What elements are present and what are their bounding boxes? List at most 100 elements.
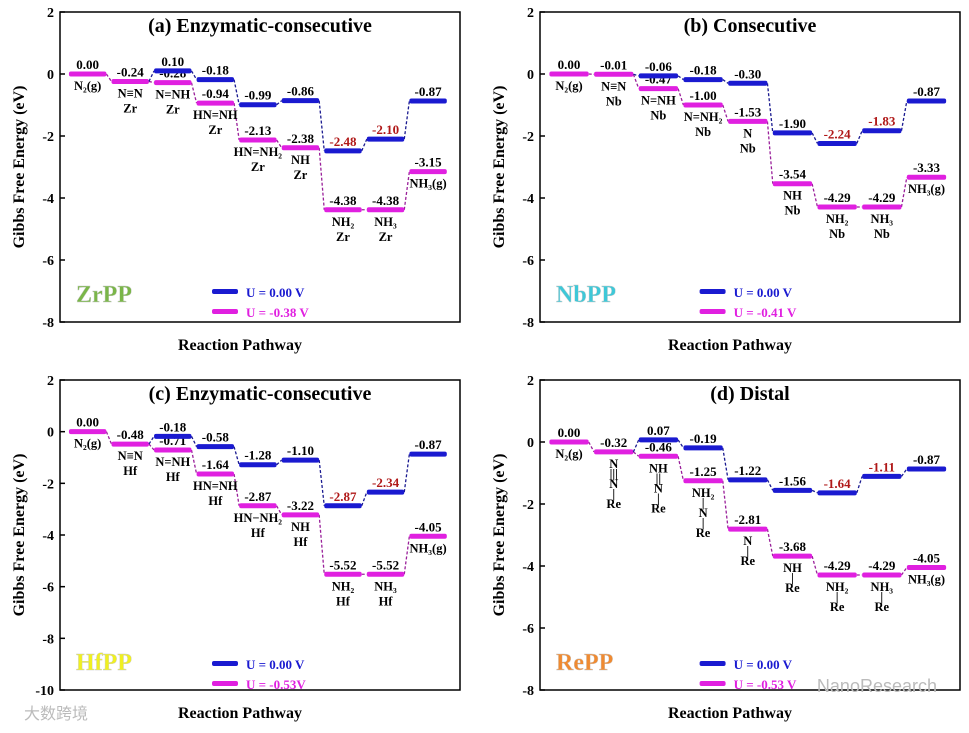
- connector-line: [812, 133, 817, 144]
- energy-level-bar: [817, 490, 856, 495]
- energy-value-label: -2.81: [734, 512, 761, 527]
- intermediate-species-label: Nb: [874, 227, 890, 241]
- energy-level-bar: [197, 101, 234, 106]
- energy-level-bar: [69, 72, 106, 77]
- y-tick-label: 0: [47, 68, 54, 83]
- energy-value-label: 0.00: [558, 57, 581, 72]
- energy-level-bar: [862, 572, 901, 577]
- energy-level-bar: [683, 77, 722, 82]
- energy-value-label: -5.52: [329, 557, 356, 572]
- energy-value-label: -1.56: [779, 473, 807, 488]
- energy-level-bar: [728, 81, 767, 86]
- intermediate-species-label: NH₃: [374, 215, 397, 229]
- energy-value-label: 0.10: [161, 54, 184, 69]
- connector-line: [319, 515, 324, 574]
- connector-line: [191, 450, 196, 474]
- legend-swatch: [700, 661, 726, 666]
- energy-value-label: -0.01: [600, 57, 627, 72]
- intermediate-species-label: N₂(g): [74, 79, 101, 93]
- energy-level-bar: [367, 572, 404, 577]
- connector-line: [812, 184, 817, 207]
- energy-level-bar: [282, 458, 319, 463]
- energy-value-label: -3.15: [415, 155, 443, 170]
- intermediate-species-label: NH₃(g): [908, 573, 945, 587]
- y-tick-label: 2: [47, 6, 54, 21]
- connector-line: [678, 89, 683, 105]
- energy-level-bar: [239, 462, 276, 467]
- energy-value-label: 0.07: [647, 423, 670, 438]
- intermediate-species-label: Zr: [251, 160, 265, 174]
- connector-line: [106, 432, 111, 444]
- intermediate-species-label: Hf: [336, 594, 351, 608]
- energy-level-bar: [683, 445, 722, 450]
- energy-value-label: -0.06: [645, 59, 673, 74]
- intermediate-species-label: Re: [830, 600, 845, 614]
- energy-level-bar: [594, 449, 633, 454]
- y-tick-label: -4: [42, 529, 54, 544]
- energy-value-label: -5.52: [372, 557, 399, 572]
- energy-value-label: -0.87: [913, 84, 941, 99]
- energy-level-bar: [409, 98, 446, 103]
- intermediate-species-label: N=NH: [155, 88, 190, 102]
- intermediate-species-label: Zr: [379, 230, 393, 244]
- intermediate-species-label: Re: [606, 497, 621, 511]
- intermediate-species-label: Zr: [336, 230, 350, 244]
- legend-swatch: [212, 289, 238, 294]
- energy-level-bar: [773, 130, 812, 135]
- legend-swatch: [212, 681, 238, 686]
- y-tick-label: 0: [527, 436, 534, 451]
- y-tick-label: -8: [42, 632, 54, 647]
- energy-level-bar: [282, 512, 319, 517]
- intermediate-species-label: NH: [783, 189, 802, 203]
- y-tick-label: 0: [527, 68, 534, 83]
- y-tick-label: -8: [522, 316, 534, 331]
- energy-value-label: -0.48: [117, 427, 145, 442]
- energy-value-label: -2.34: [372, 475, 400, 490]
- energy-value-label: -2.87: [244, 489, 272, 504]
- y-tick-label: -4: [42, 192, 54, 207]
- energy-value-label: -0.94: [202, 86, 230, 101]
- energy-value-label: -0.18: [690, 63, 718, 78]
- energy-value-label: -4.29: [868, 558, 896, 573]
- energy-value-label: -3.33: [913, 160, 941, 175]
- energy-level-bar: [639, 437, 678, 442]
- connector-line: [277, 101, 282, 105]
- intermediate-species-label: NH₃(g): [410, 541, 447, 555]
- intermediate-species-label: Re: [875, 600, 890, 614]
- energy-value-label: -0.32: [600, 435, 627, 450]
- connector-line: [767, 529, 772, 556]
- energy-level-bar: [907, 175, 946, 180]
- connector-line: [319, 460, 324, 506]
- legend-label: U = -0.41 V: [734, 305, 797, 320]
- energy-level-bar: [324, 572, 361, 577]
- energy-value-label: -0.86: [287, 84, 315, 99]
- connector-line: [319, 101, 324, 151]
- y-tick-label: -4: [522, 192, 534, 207]
- legend-swatch: [700, 309, 726, 314]
- chart-title: (c) Enzymatic-consecutive: [149, 383, 372, 405]
- energy-value-label: -4.05: [913, 551, 941, 566]
- intermediate-species-label: NH₃: [374, 579, 397, 593]
- intermediate-species-label: N≡N: [601, 79, 626, 93]
- energy-level-bar: [639, 454, 678, 459]
- chart-svg: 20-2-4-6-8(a) Enzymatic-consecutiveReact…: [0, 0, 484, 360]
- energy-value-label: -2.13: [244, 123, 272, 138]
- connector-line: [149, 71, 154, 82]
- energy-level-bar: [862, 204, 901, 209]
- energy-value-label: -2.48: [329, 134, 357, 149]
- connector-line: [191, 83, 196, 103]
- energy-value-label: -0.87: [415, 84, 443, 99]
- energy-value-label: -3.68: [779, 539, 807, 554]
- energy-level-bar: [111, 79, 148, 84]
- legend-label: U = 0.00 V: [246, 285, 305, 300]
- x-axis-label: Reaction Pathway: [178, 705, 302, 722]
- connector-line: [857, 131, 862, 144]
- connector-line: [901, 568, 906, 575]
- energy-level-bar: [367, 137, 404, 142]
- connector-line: [589, 442, 594, 452]
- energy-level-bar: [773, 181, 812, 186]
- y-axis-label: Gibbs Free Energy (eV): [491, 454, 508, 617]
- x-axis-label: Reaction Pathway: [178, 337, 302, 354]
- y-axis-label: Gibbs Free Energy (eV): [491, 86, 508, 249]
